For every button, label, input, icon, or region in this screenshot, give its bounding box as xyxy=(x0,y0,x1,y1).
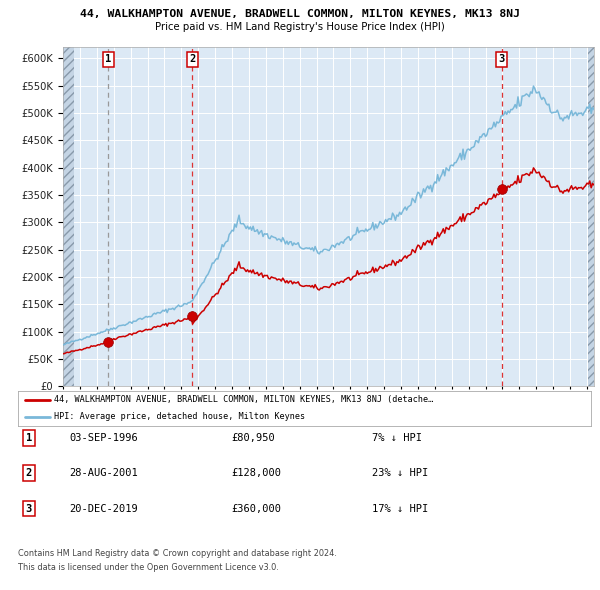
Text: 23% ↓ HPI: 23% ↓ HPI xyxy=(372,468,428,478)
Text: This data is licensed under the Open Government Licence v3.0.: This data is licensed under the Open Gov… xyxy=(18,563,279,572)
Text: 20-DEC-2019: 20-DEC-2019 xyxy=(69,504,138,513)
Bar xyxy=(63,47,74,386)
Text: HPI: Average price, detached house, Milton Keynes: HPI: Average price, detached house, Milt… xyxy=(54,412,305,421)
Text: 1: 1 xyxy=(26,433,32,442)
Text: 2: 2 xyxy=(26,468,32,478)
Text: 17% ↓ HPI: 17% ↓ HPI xyxy=(372,504,428,513)
Text: 44, WALKHAMPTON AVENUE, BRADWELL COMMON, MILTON KEYNES, MK13 8NJ: 44, WALKHAMPTON AVENUE, BRADWELL COMMON,… xyxy=(80,9,520,19)
Text: 3: 3 xyxy=(499,54,505,64)
Text: £360,000: £360,000 xyxy=(231,504,281,513)
Text: 03-SEP-1996: 03-SEP-1996 xyxy=(69,433,138,442)
Text: 44, WALKHAMPTON AVENUE, BRADWELL COMMON, MILTON KEYNES, MK13 8NJ (detache…: 44, WALKHAMPTON AVENUE, BRADWELL COMMON,… xyxy=(54,395,433,404)
Text: 3: 3 xyxy=(26,504,32,513)
Text: £128,000: £128,000 xyxy=(231,468,281,478)
Text: £80,950: £80,950 xyxy=(231,433,275,442)
Text: 1: 1 xyxy=(105,54,111,64)
Text: 7% ↓ HPI: 7% ↓ HPI xyxy=(372,433,422,442)
Text: Contains HM Land Registry data © Crown copyright and database right 2024.: Contains HM Land Registry data © Crown c… xyxy=(18,549,337,558)
Bar xyxy=(589,47,594,386)
Text: 28-AUG-2001: 28-AUG-2001 xyxy=(69,468,138,478)
Text: Price paid vs. HM Land Registry's House Price Index (HPI): Price paid vs. HM Land Registry's House … xyxy=(155,22,445,32)
Text: 2: 2 xyxy=(189,54,196,64)
